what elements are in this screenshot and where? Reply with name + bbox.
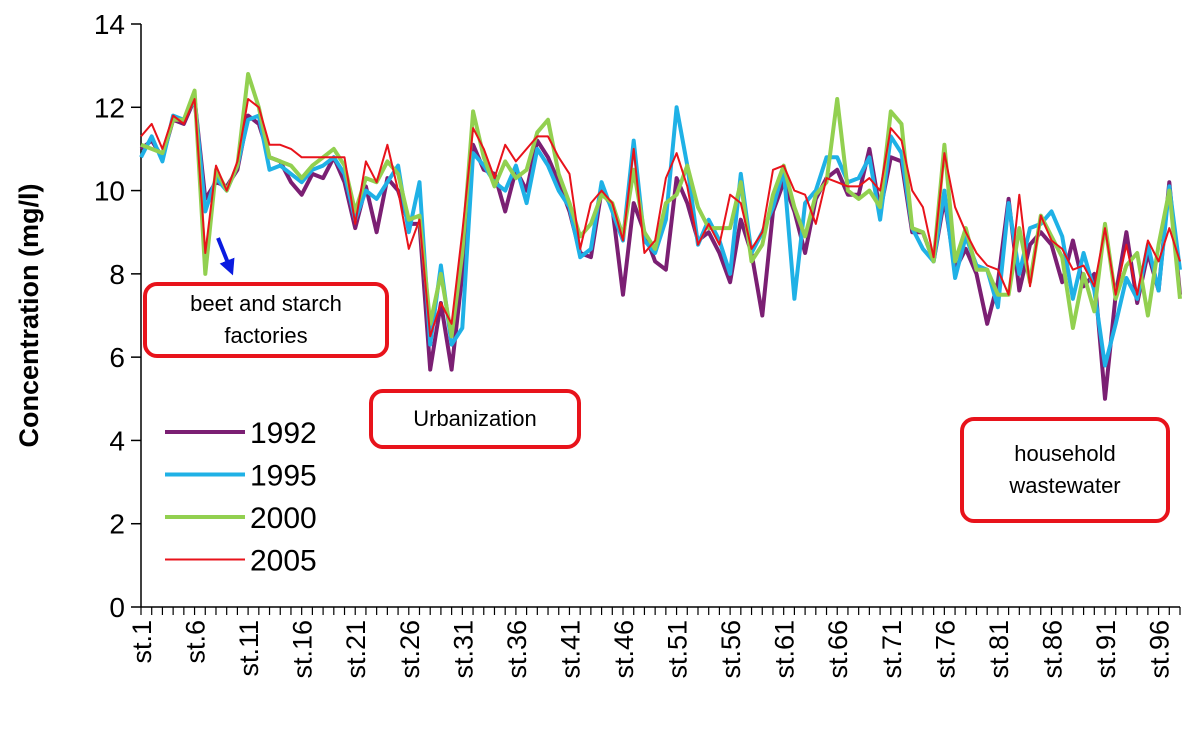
x-tick-label: st.86 [1037, 620, 1067, 679]
x-tick-label: st.31 [448, 620, 478, 679]
x-tick-label: st.21 [341, 620, 371, 679]
y-tick-label: 4 [109, 425, 125, 456]
y-axis-label: Concentration (mg/l) [14, 184, 44, 448]
legend-label: 2005 [250, 545, 317, 578]
y-tick-label: 14 [94, 9, 125, 40]
x-tick-label: st.96 [1145, 620, 1175, 679]
y-tick-label: 2 [109, 509, 125, 540]
x-tick-label: st.76 [930, 620, 960, 679]
legend-label: 1992 [250, 417, 317, 450]
annotation-arrow [216, 237, 235, 276]
y-tick-label: 8 [109, 259, 125, 290]
x-tick-label: st.46 [609, 620, 639, 679]
x-tick-label: st.11 [234, 620, 264, 677]
x-tick-label: st.41 [555, 620, 585, 679]
x-tick-label: st.56 [716, 620, 746, 679]
x-tick-label: st.91 [1091, 620, 1121, 679]
legend-label: 2000 [250, 502, 317, 535]
y-tick-label: 12 [94, 92, 125, 123]
annotation: household wastewater [960, 417, 1170, 523]
legend-label: 1995 [250, 460, 317, 493]
x-tick-label: st.71 [877, 620, 907, 679]
x-tick-label: st.66 [823, 620, 853, 679]
y-tick-label: 10 [94, 176, 125, 207]
y-tick-label: 0 [109, 592, 125, 623]
x-tick-label: st.26 [395, 620, 425, 679]
x-tick-label: st.61 [770, 620, 800, 679]
x-tick-label: st.36 [502, 620, 532, 679]
x-tick-label: st.81 [984, 620, 1014, 679]
series-line [139, 97, 1182, 368]
x-tick-label: st.16 [288, 620, 318, 679]
x-tick-label: st.6 [181, 620, 211, 664]
x-tick-label: st.51 [663, 620, 693, 679]
annotation: beet and starch factories [143, 282, 389, 358]
y-tick-label: 6 [109, 342, 125, 373]
series-line [140, 98, 1181, 338]
x-tick-label: st.1 [127, 620, 157, 664]
annotation: Urbanization [369, 389, 581, 449]
series-line [140, 72, 1182, 339]
